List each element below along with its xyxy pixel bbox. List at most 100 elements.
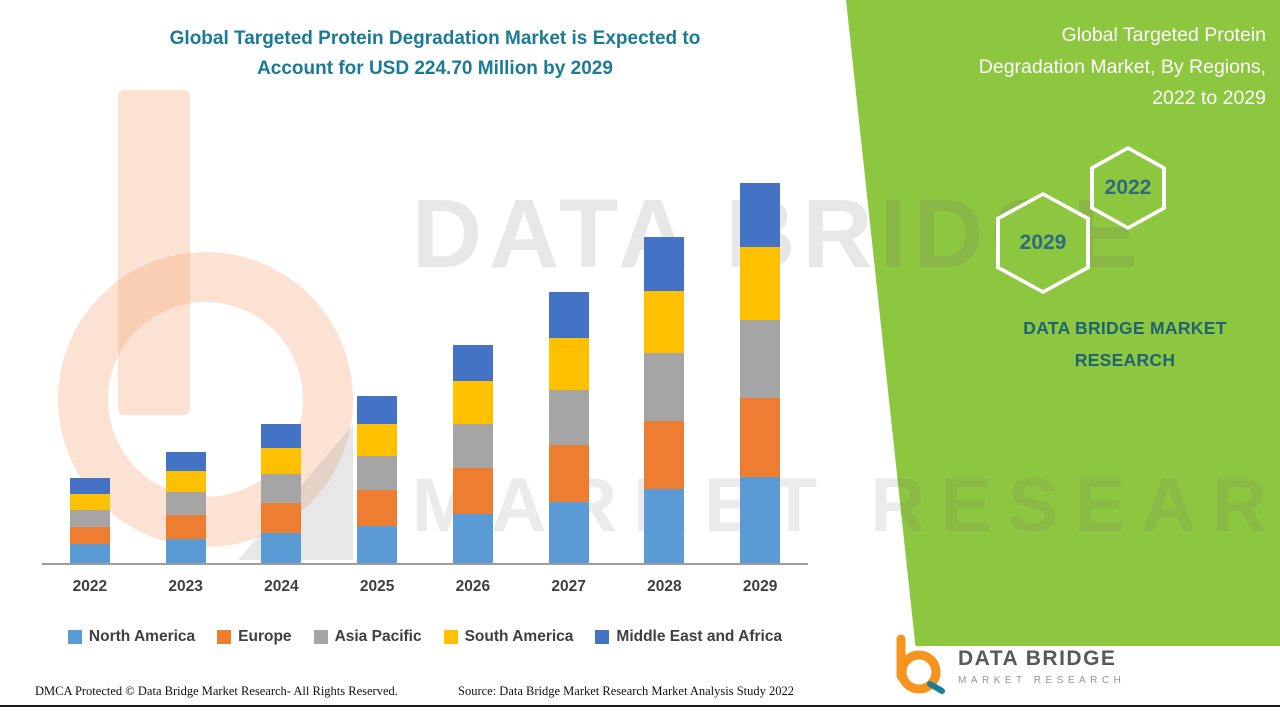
brand-logo: DATA BRIDGE MARKET RESEARCH <box>888 634 1125 699</box>
brand-logo-name: DATA BRIDGE <box>958 647 1117 670</box>
x-axis-labels: 2022 2023 2024 2025 2026 2027 2028 2029 <box>42 565 808 596</box>
legend-label: South America <box>464 628 574 645</box>
bar-segment <box>452 514 493 563</box>
bar-segment <box>261 424 302 449</box>
bar-stack-2029 <box>740 183 781 563</box>
legend: North America Europe Asia Pacific South Ame… <box>42 628 808 646</box>
bar-segment <box>644 236 685 291</box>
bar-segment <box>69 544 110 563</box>
bar-segment <box>165 492 206 515</box>
bar-stack-2024 <box>261 424 302 563</box>
legend-swatch <box>443 630 458 644</box>
bar-segment <box>740 183 781 248</box>
legend-item: Middle East and Africa <box>595 628 782 646</box>
bar-segment <box>740 320 781 398</box>
bar-segment <box>548 502 589 563</box>
bar-segment <box>357 423 398 456</box>
bar-segment <box>261 474 302 504</box>
bar-segment <box>165 514 206 539</box>
bar-segment <box>165 470 206 493</box>
legend-label: North America <box>88 628 196 645</box>
panel-title-line3: 2022 to 2029 <box>1152 87 1266 110</box>
x-axis-label: 2024 <box>264 578 299 595</box>
bar-segment <box>548 338 589 390</box>
bar-segment <box>644 489 685 563</box>
x-axis-label: 2025 <box>359 578 395 595</box>
chart-title-line2: Account for USD 224.70 Million by 2029 <box>257 58 613 80</box>
plot-area <box>42 163 808 565</box>
panel-title-line2: Degradation Market, By Regions, <box>978 55 1266 78</box>
dmca-notice: DMCA Protected © Data Bridge Market Rese… <box>35 684 398 698</box>
brand-caption: DATA BRIDGE MARKET RESEARCH <box>985 312 1265 377</box>
x-axis-label: 2026 <box>455 578 491 595</box>
footer-divider <box>0 705 1280 707</box>
bar-segment <box>69 526 110 545</box>
hexagon-year-label: 2022 <box>1104 176 1152 199</box>
bar-segment <box>261 532 302 563</box>
bar-segment <box>548 389 589 446</box>
side-panel-background <box>846 0 1280 646</box>
bar-stack-2026 <box>452 344 493 563</box>
x-axis-label: 2027 <box>551 578 586 595</box>
legend-swatch <box>313 630 328 644</box>
hexagon-year-label: 2029 <box>1019 231 1067 254</box>
bar-segment <box>165 538 206 563</box>
chart-title: Global Targeted Protein Degradation Mark… <box>90 24 780 85</box>
x-axis-label: 2028 <box>647 578 682 595</box>
legend-swatch <box>595 630 610 644</box>
brand-caption-line1: DATA BRIDGE MARKET <box>1023 318 1227 338</box>
legend-swatch <box>67 630 82 644</box>
bar-segment <box>357 395 398 424</box>
bar-stack-2022 <box>69 478 110 563</box>
bar-segment <box>357 455 398 491</box>
legend-label: Asia Pacific <box>334 628 422 645</box>
bar-stack-2023 <box>165 451 206 563</box>
legend-label: Europe <box>238 628 292 645</box>
legend-label: Middle East and Africa <box>616 628 783 645</box>
legend-item: North America <box>67 628 196 646</box>
x-axis-label: 2022 <box>72 578 108 595</box>
bar-segment <box>452 381 493 424</box>
bar-segment <box>69 478 110 494</box>
source-note: Source: Data Bridge Market Research Mark… <box>458 684 795 698</box>
bar-segment <box>644 353 685 421</box>
hexagon-fill <box>1094 150 1162 226</box>
bar-stack-2025 <box>357 395 398 563</box>
data-bridge-logo-icon <box>888 634 946 699</box>
bar-segment <box>69 509 110 527</box>
brand-caption-line2: RESEARCH <box>1074 350 1176 371</box>
legend-swatch <box>217 630 232 644</box>
bar-segment <box>644 420 685 490</box>
hexagon-badge-2022: 2022 <box>1090 146 1166 230</box>
chart-title-line1: Global Targeted Protein Degradation Mark… <box>169 28 701 49</box>
bar-segment <box>357 490 398 526</box>
bar-segment <box>261 448 302 475</box>
bar-stack-2028 <box>644 236 685 563</box>
hexagon-badge-2029: 2029 <box>996 192 1090 294</box>
brand-logo-subtitle: MARKET RESEARCH <box>958 675 1126 686</box>
bar-segment <box>357 525 398 563</box>
legend-item: South America <box>443 628 574 646</box>
bar-segment <box>452 468 493 514</box>
panel-title-line1: Global Targeted Protein <box>1061 24 1266 46</box>
bar-segment <box>165 451 206 471</box>
panel-title: Global Targeted Protein Degradation Mark… <box>886 20 1266 115</box>
x-axis-label: 2023 <box>168 578 203 595</box>
bar-segment <box>69 493 110 510</box>
bars <box>42 163 808 563</box>
bar-segment <box>548 445 589 503</box>
brand-logo-text: DATA BRIDGE MARKET RESEARCH <box>958 647 1125 686</box>
bar-segment <box>548 292 589 339</box>
legend-item: Asia Pacific <box>313 628 422 646</box>
bar-segment <box>261 503 302 533</box>
x-axis-label: 2029 <box>742 578 778 595</box>
bar-segment <box>740 247 781 321</box>
bar-segment <box>740 397 781 478</box>
bar-segment <box>740 477 781 563</box>
legend-item: Europe <box>217 628 292 646</box>
bar-segment <box>452 344 493 382</box>
bar-segment <box>452 423 493 469</box>
chart-area: 2022 2023 2024 2025 2026 2027 2028 2029 North A… <box>42 163 808 646</box>
bar-segment <box>644 290 685 354</box>
